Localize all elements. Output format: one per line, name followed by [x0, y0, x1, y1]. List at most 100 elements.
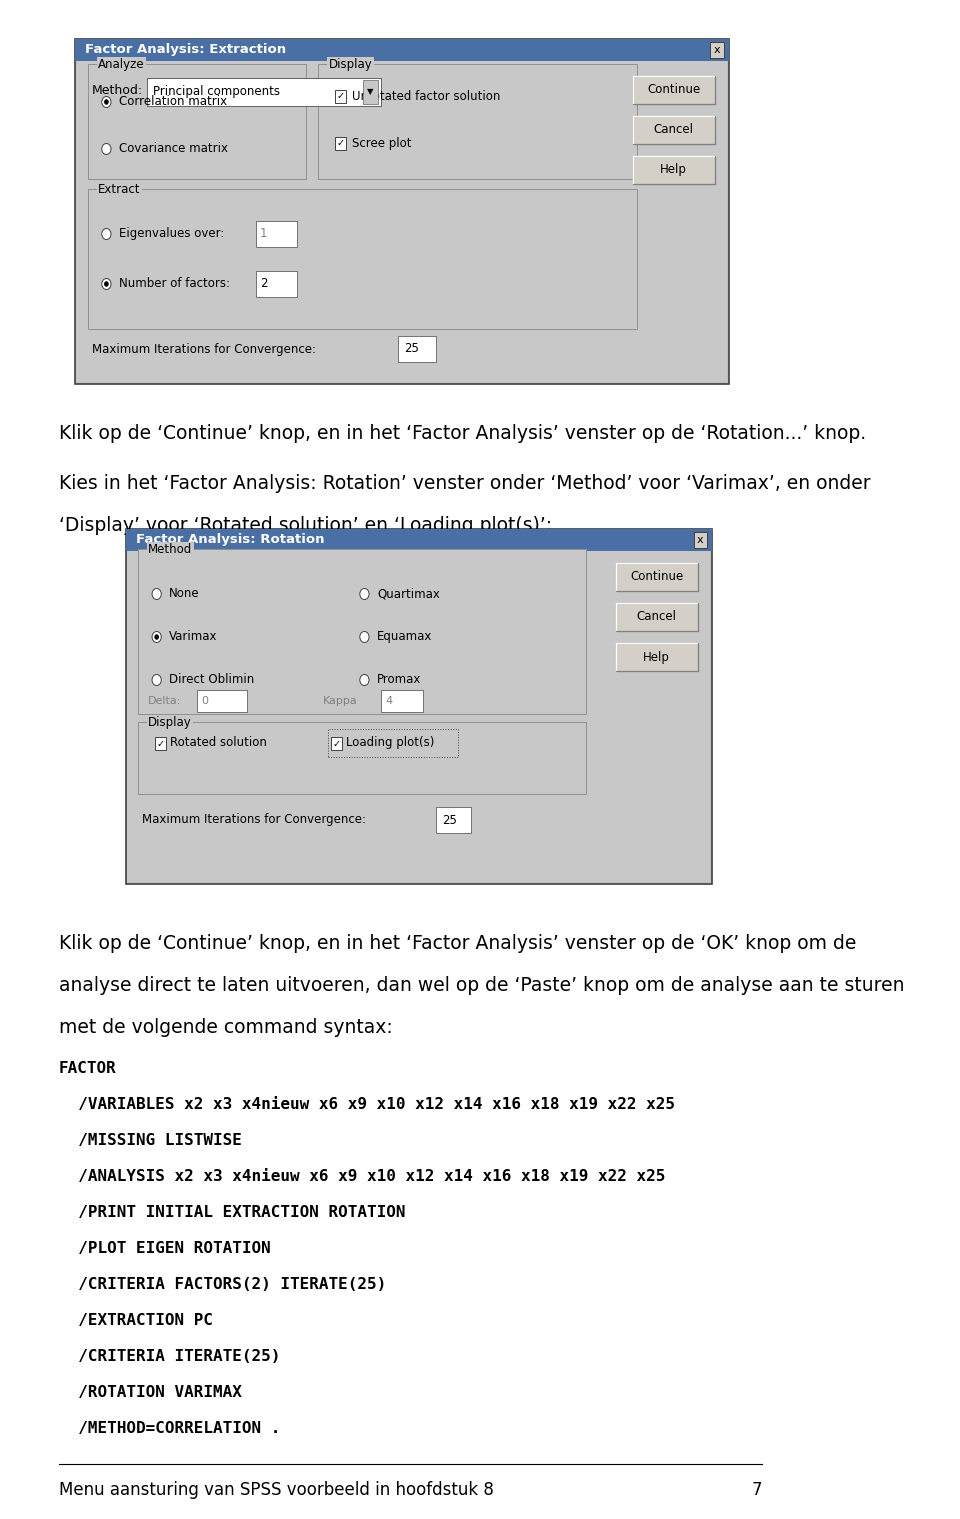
Text: FACTOR: FACTOR — [59, 1060, 116, 1075]
Bar — [138, 548, 587, 714]
Bar — [615, 564, 698, 591]
Bar — [77, 61, 727, 381]
Text: Eigenvalues over:: Eigenvalues over: — [119, 228, 225, 240]
Text: Analyze: Analyze — [98, 58, 145, 71]
Bar — [88, 188, 636, 330]
Bar — [328, 729, 458, 756]
Text: Continue: Continue — [647, 84, 700, 97]
Text: /METHOD=CORRELATION .: /METHOD=CORRELATION . — [59, 1420, 280, 1435]
Circle shape — [360, 588, 369, 600]
Text: /PRINT INITIAL EXTRACTION ROTATION: /PRINT INITIAL EXTRACTION ROTATION — [59, 1205, 405, 1220]
Text: /CRITERIA ITERATE(25): /CRITERIA ITERATE(25) — [59, 1349, 280, 1364]
Text: Cancel: Cancel — [654, 123, 693, 137]
Text: Maximum Iterations for Convergence:: Maximum Iterations for Convergence: — [92, 342, 316, 355]
Bar — [615, 643, 698, 671]
Circle shape — [102, 97, 111, 108]
Text: Method: Method — [148, 542, 193, 556]
Text: 25: 25 — [443, 814, 457, 826]
Bar — [694, 532, 708, 548]
Text: ✓: ✓ — [156, 738, 164, 749]
Text: Covariance matrix: Covariance matrix — [119, 143, 228, 155]
Bar — [126, 529, 712, 884]
Bar — [76, 39, 729, 61]
Text: Number of factors:: Number of factors: — [119, 278, 230, 290]
Text: Loading plot(s): Loading plot(s) — [346, 737, 434, 749]
Text: Factor Analysis: Rotation: Factor Analysis: Rotation — [135, 533, 324, 547]
Text: 25: 25 — [404, 342, 419, 355]
Text: Display: Display — [148, 715, 192, 729]
Bar — [138, 722, 587, 794]
Bar — [197, 690, 247, 712]
Circle shape — [102, 278, 111, 290]
Bar — [76, 39, 729, 384]
Text: ✓: ✓ — [337, 91, 345, 102]
Bar — [335, 90, 346, 103]
Text: x: x — [714, 46, 720, 55]
Text: Display: Display — [328, 58, 372, 71]
Bar — [398, 336, 436, 362]
Text: met de volgende command syntax:: met de volgende command syntax: — [59, 1018, 393, 1037]
Text: Method:: Method: — [92, 85, 143, 97]
Text: Klik op de ‘Continue’ knop, en in het ‘Factor Analysis’ venster op de ‘OK’ knop : Klik op de ‘Continue’ knop, en in het ‘F… — [59, 934, 856, 952]
Text: ‘Display’ voor ‘Rotated solution’ en ‘Loading plot(s)’:: ‘Display’ voor ‘Rotated solution’ en ‘Lo… — [59, 516, 552, 535]
Circle shape — [152, 588, 161, 600]
Bar — [331, 737, 342, 750]
Text: Rotated solution: Rotated solution — [170, 737, 267, 749]
Text: Equamax: Equamax — [377, 630, 432, 644]
Text: Direct Oblimin: Direct Oblimin — [169, 673, 254, 687]
Circle shape — [360, 632, 369, 643]
Bar — [710, 43, 724, 58]
Text: Scree plot: Scree plot — [352, 138, 411, 150]
Circle shape — [155, 635, 159, 639]
Text: x: x — [697, 535, 704, 545]
Text: None: None — [169, 588, 200, 600]
Bar — [319, 64, 636, 179]
Text: 4: 4 — [385, 696, 393, 706]
Circle shape — [104, 99, 108, 105]
Text: /EXTRACTION PC: /EXTRACTION PC — [59, 1312, 213, 1328]
Text: ▼: ▼ — [367, 88, 373, 97]
Bar — [255, 270, 298, 298]
Bar — [255, 220, 298, 248]
Text: Correlation matrix: Correlation matrix — [119, 96, 228, 108]
Text: ✓: ✓ — [332, 738, 341, 749]
Circle shape — [360, 674, 369, 685]
Text: Delta:: Delta: — [148, 696, 181, 706]
Circle shape — [152, 632, 161, 643]
Text: /VARIABLES x2 x3 x4nieuw x6 x9 x10 x12 x14 x16 x18 x19 x22 x25: /VARIABLES x2 x3 x4nieuw x6 x9 x10 x12 x… — [59, 1097, 675, 1112]
Bar — [155, 737, 166, 750]
Text: 7: 7 — [752, 1481, 762, 1499]
Text: Quartimax: Quartimax — [377, 588, 440, 600]
Text: Kies in het ‘Factor Analysis: Rotation’ venster onder ‘Method’ voor ‘Varimax’, e: Kies in het ‘Factor Analysis: Rotation’ … — [59, 474, 871, 494]
Bar — [633, 156, 714, 184]
Text: Kappa: Kappa — [323, 696, 357, 706]
Text: Help: Help — [643, 650, 670, 664]
Bar — [88, 64, 306, 179]
Text: /MISSING LISTWISE: /MISSING LISTWISE — [59, 1133, 242, 1148]
Text: /ANALYSIS x2 x3 x4nieuw x6 x9 x10 x12 x14 x16 x18 x19 x22 x25: /ANALYSIS x2 x3 x4nieuw x6 x9 x10 x12 x1… — [59, 1170, 665, 1183]
Text: Continue: Continue — [630, 571, 684, 583]
Text: Extract: Extract — [98, 182, 140, 196]
Bar — [128, 551, 710, 883]
Bar — [126, 529, 712, 551]
Bar — [615, 603, 698, 630]
Bar — [381, 690, 423, 712]
Text: Promax: Promax — [377, 673, 421, 687]
Circle shape — [104, 281, 108, 287]
Text: Cancel: Cancel — [636, 611, 677, 623]
Bar — [436, 807, 470, 832]
Text: Menu aansturing van SPSS voorbeeld in hoofdstuk 8: Menu aansturing van SPSS voorbeeld in ho… — [59, 1481, 493, 1499]
Text: ✓: ✓ — [337, 138, 345, 149]
Text: Maximum Iterations for Convergence:: Maximum Iterations for Convergence: — [142, 814, 367, 826]
Text: Help: Help — [660, 164, 687, 176]
Circle shape — [152, 674, 161, 685]
Text: 0: 0 — [201, 696, 208, 706]
Text: 2: 2 — [260, 278, 267, 290]
Bar — [633, 115, 714, 144]
Text: Klik op de ‘Continue’ knop, en in het ‘Factor Analysis’ venster op de ‘Rotation.: Klik op de ‘Continue’ knop, en in het ‘F… — [59, 424, 866, 444]
Text: analyse direct te laten uitvoeren, dan wel op de ‘Paste’ knop om de analyse aan : analyse direct te laten uitvoeren, dan w… — [59, 977, 904, 995]
Bar — [633, 76, 714, 103]
Circle shape — [102, 228, 111, 240]
Text: /CRITERIA FACTORS(2) ITERATE(25): /CRITERIA FACTORS(2) ITERATE(25) — [59, 1277, 386, 1293]
Text: /PLOT EIGEN ROTATION: /PLOT EIGEN ROTATION — [59, 1241, 271, 1256]
